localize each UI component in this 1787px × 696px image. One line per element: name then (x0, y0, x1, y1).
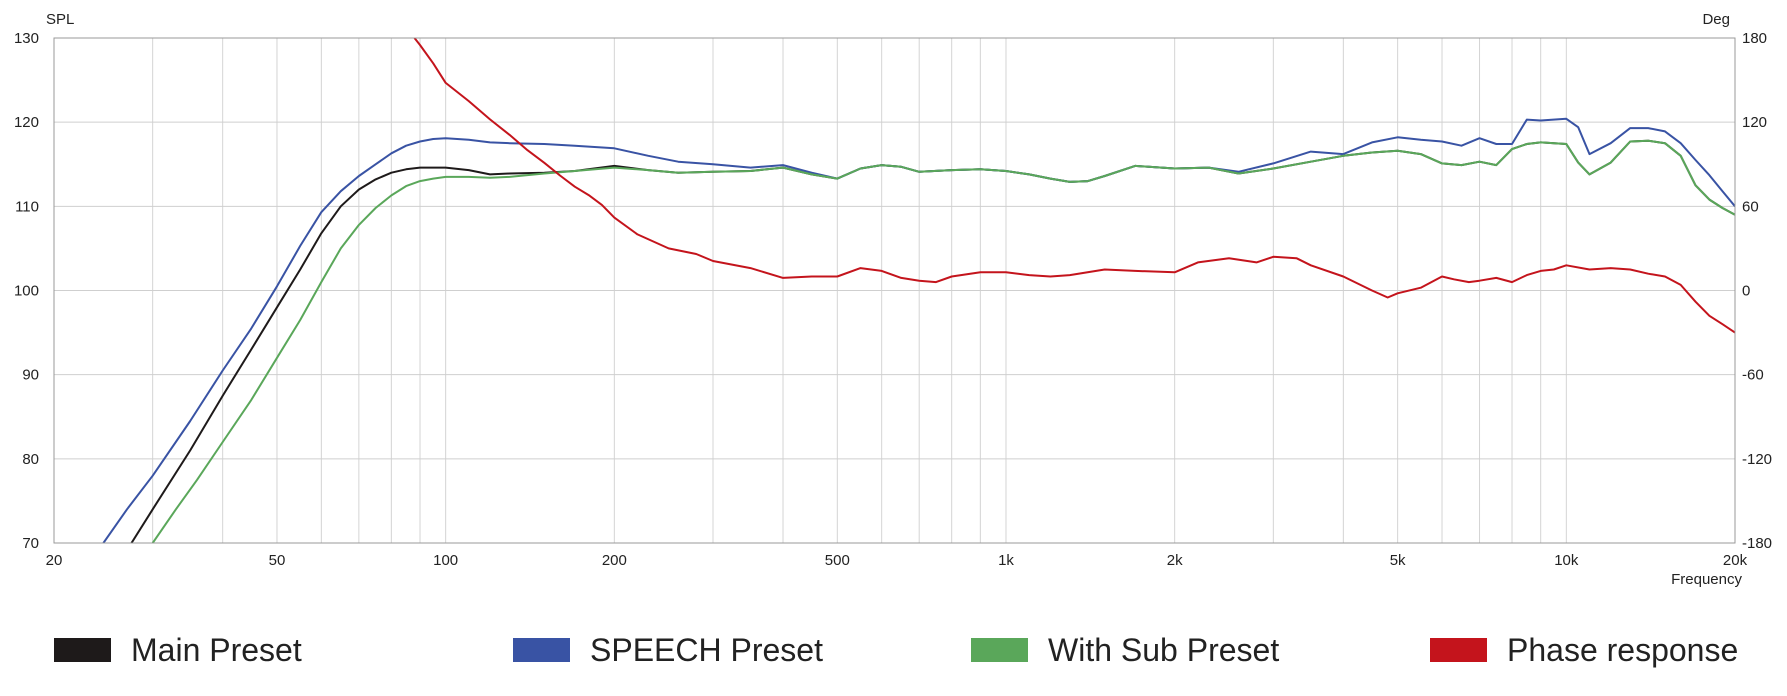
series-line-main-preset (130, 139, 1735, 543)
legend-label-phase-response: Phase response (1507, 631, 1739, 668)
legend: Main Preset SPEECH Preset With Sub Prese… (0, 620, 1787, 680)
right-axis-label: Deg (1702, 11, 1730, 28)
y-right-tick-label: -180 (1742, 535, 1772, 552)
legend-label-with-sub-preset: With Sub Preset (1048, 631, 1280, 668)
y-left-tick-label: 100 (14, 283, 39, 300)
legend-item-with-sub-preset: With Sub Preset (971, 620, 1279, 680)
legend-swatch-speech-preset (513, 638, 570, 662)
x-tick-label: 20 (46, 552, 63, 569)
y-right-tick-label: -60 (1742, 367, 1764, 384)
grid-major (54, 37, 1735, 544)
y-left-tick-label: 70 (22, 535, 39, 552)
y-right-tick-label: 180 (1742, 30, 1767, 47)
plot-frame (53, 37, 1736, 544)
y-right-tick-label: -120 (1742, 451, 1772, 468)
x-tick-label: 10k (1554, 552, 1579, 569)
legend-swatch-phase-response (1430, 638, 1487, 662)
y-left-tick-label: 110 (15, 198, 39, 215)
legend-swatch-main-preset (54, 638, 111, 662)
legend-item-phase-response: Phase response (1430, 620, 1738, 680)
y-left-tick-label: 130 (14, 30, 39, 47)
legend-label-main-preset: Main Preset (131, 631, 302, 668)
x-tick-label: 2k (1167, 552, 1183, 569)
y-right-tick-label: 120 (1742, 114, 1767, 131)
x-tick-label: 20k (1723, 552, 1748, 569)
x-tick-label: 100 (433, 552, 458, 569)
x-tick-label: 500 (825, 552, 850, 569)
y-right-tick-label: 0 (1742, 283, 1750, 300)
left-axis-label: SPL (46, 11, 74, 28)
y-left-tick-label: 120 (14, 114, 39, 131)
series-line-phase-response (413, 38, 1735, 334)
series-line-with-sub-preset (151, 139, 1735, 543)
x-tick-label: 200 (602, 552, 627, 569)
legend-item-speech-preset: SPEECH Preset (513, 620, 823, 680)
x-tick-label: 1k (998, 552, 1014, 569)
y-left-tick-label: 90 (22, 367, 39, 384)
legend-swatch-with-sub-preset (971, 638, 1028, 662)
legend-item-main-preset: Main Preset (54, 620, 302, 680)
x-tick-label: 5k (1390, 552, 1406, 569)
x-tick-label: 50 (269, 552, 286, 569)
tick-labels: 20 50 100 200 500 1k 2k 5k 10k 20k 70 80 90 100 110 120… (14, 30, 1772, 569)
legend-label-speech-preset: SPEECH Preset (590, 631, 823, 668)
y-right-tick-label: 60 (1742, 198, 1759, 215)
series-layer (102, 38, 1735, 543)
y-left-tick-label: 80 (22, 451, 39, 468)
x-axis-label: Frequency (1671, 571, 1742, 588)
